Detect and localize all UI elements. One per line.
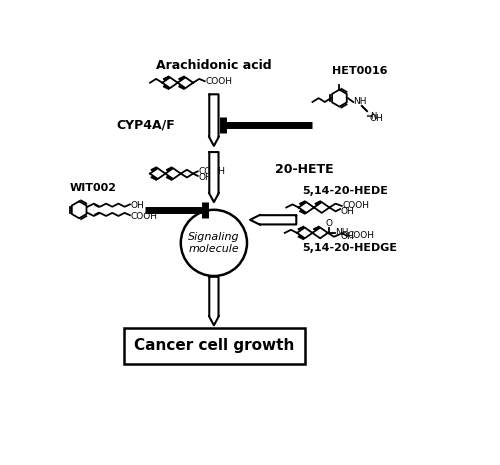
Text: Arachidonic acid: Arachidonic acid (156, 60, 272, 73)
Text: OH: OH (341, 207, 354, 216)
Text: Cancer cell growth: Cancer cell growth (134, 338, 294, 353)
Text: COOH: COOH (130, 212, 158, 221)
Polygon shape (209, 94, 219, 146)
Text: 5,14-20-HEDE: 5,14-20-HEDE (302, 186, 388, 196)
Polygon shape (250, 215, 296, 225)
Text: COOH: COOH (206, 77, 233, 86)
Text: ═N: ═N (366, 112, 378, 121)
Text: Signaling
molecule: Signaling molecule (188, 232, 240, 254)
Text: CYP4A/F: CYP4A/F (116, 119, 175, 132)
Text: 5,14-20-HEDGE: 5,14-20-HEDGE (302, 243, 398, 253)
Text: OH: OH (370, 113, 383, 123)
Text: NH: NH (335, 228, 348, 238)
FancyBboxPatch shape (124, 328, 305, 364)
Text: OH: OH (130, 201, 144, 210)
Polygon shape (209, 277, 219, 326)
Text: 20-HETE: 20-HETE (276, 163, 334, 176)
Text: WIT002: WIT002 (70, 183, 117, 193)
Text: O: O (326, 219, 333, 227)
Text: NH: NH (354, 98, 367, 106)
Text: HET0016: HET0016 (332, 66, 388, 76)
Text: OH: OH (198, 173, 212, 182)
Circle shape (181, 210, 247, 276)
Polygon shape (209, 152, 219, 202)
Text: COOH: COOH (342, 201, 369, 211)
Text: OH: OH (340, 232, 354, 241)
Text: COOH: COOH (198, 167, 226, 176)
Text: COOH: COOH (347, 232, 374, 240)
